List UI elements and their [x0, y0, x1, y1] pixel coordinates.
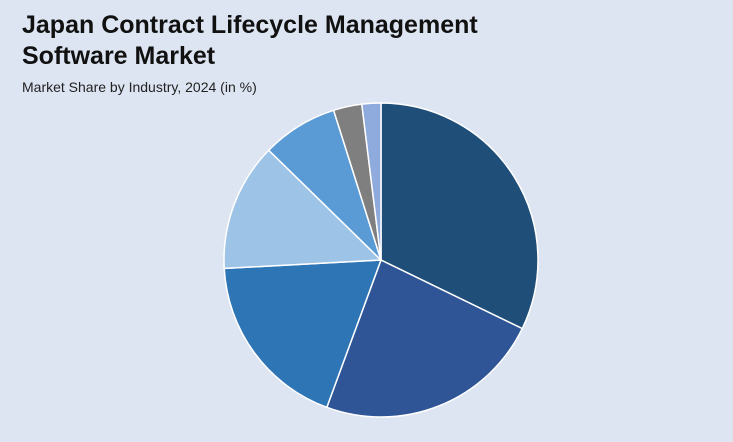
pie-slice-electrical-and-electronics	[325, 258, 524, 418]
chart-title: Japan Contract Lifecycle Management Soft…	[22, 11, 478, 70]
pie-slice-others	[360, 102, 382, 261]
chart-subtitle: Market Share by Industry, 2024 (in %)	[22, 79, 257, 95]
pie-slice-automotive	[380, 102, 539, 330]
pie-slice-retail-and-e-commerce	[223, 149, 383, 270]
pie-slice-pharmaceutical	[223, 259, 383, 409]
